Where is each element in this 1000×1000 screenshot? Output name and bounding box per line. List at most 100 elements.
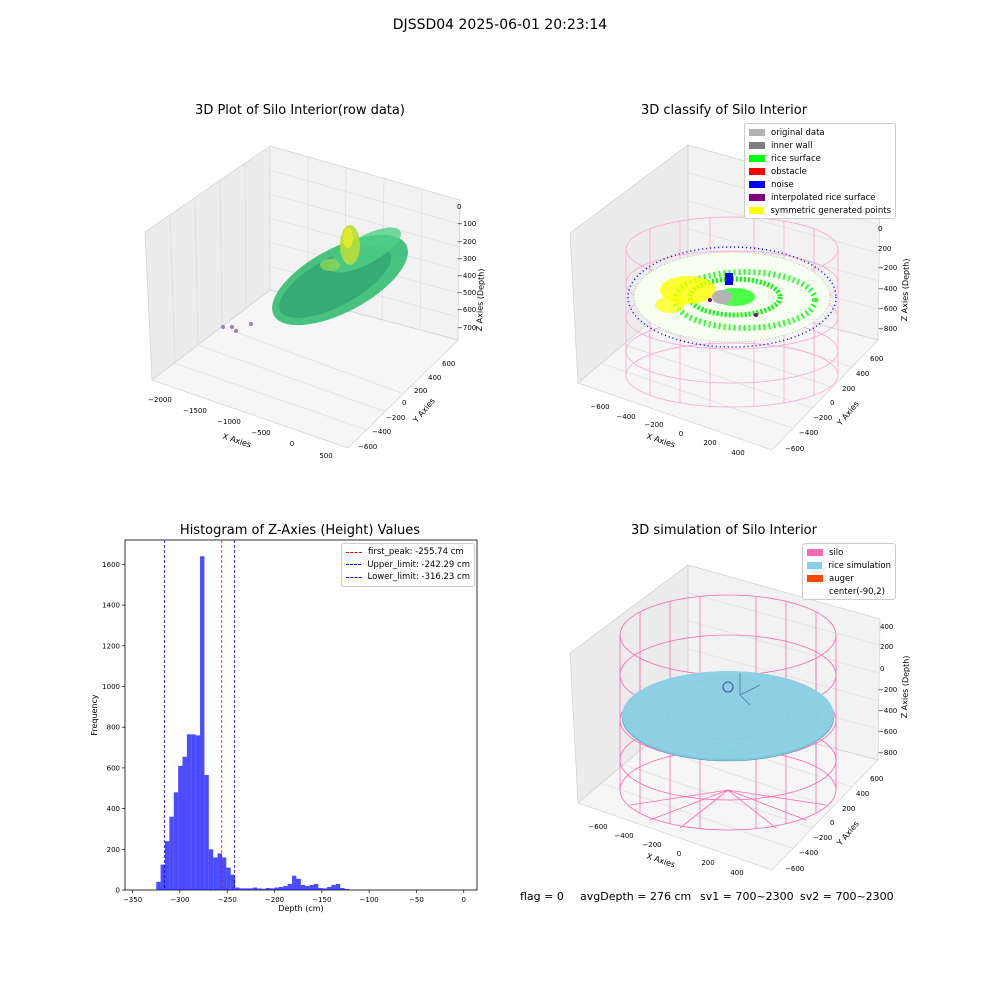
classify-legend-item: obstacle — [749, 165, 891, 178]
classify-x-tick: −400 — [616, 413, 635, 421]
histogram-y-tick-label: 1600 — [102, 561, 120, 569]
simulation-x-tick: 400 — [730, 869, 743, 877]
classify-legend: original data inner wall rice surface obsta… — [744, 123, 896, 219]
classify-legend-swatch — [749, 181, 765, 188]
classify-legend-item: inner wall — [749, 139, 891, 152]
raw-plot-title: 3D Plot of Silo Interior(row data) — [195, 103, 405, 118]
simulation-x-tick: −400 — [614, 832, 633, 840]
simulation-legend-item: center(-90,2) — [807, 585, 891, 598]
classify-z-ticks: 0 0 200 −200 −400 −600 −800 — [878, 207, 897, 333]
histogram-legend-label: Upper_limit: -242.29 cm — [367, 559, 470, 570]
histogram-y-tick-label: 1000 — [102, 683, 120, 691]
raw-outlier-points — [221, 322, 253, 333]
simulation-x-tick: 0 — [677, 850, 681, 858]
simulation-z-tick: −800 — [878, 749, 897, 757]
raw-x-tick: −1000 — [217, 418, 241, 426]
histogram-bar — [318, 887, 323, 890]
simulation-y-label: Y Axies — [835, 819, 861, 848]
histogram-bar — [164, 841, 170, 890]
raw-x-tick: −2000 — [148, 396, 172, 404]
simulation-legend-item: auger — [807, 572, 891, 585]
classify-point-cloud — [627, 246, 837, 348]
classify-y-tick: 200 — [842, 385, 855, 393]
histogram-y-tick-label: 600 — [107, 764, 120, 772]
histogram-bar — [278, 886, 284, 890]
raw-z-tick: −600 — [457, 306, 476, 314]
classify-z-label: Z Axies (Depth) — [900, 258, 911, 321]
classify-x-tick: −600 — [590, 403, 609, 411]
histogram-bar — [235, 887, 240, 890]
histogram-chart: −350 −300 −250 −200 −150 −100 −50 0 0 200 400 600 8… — [90, 539, 478, 913]
simulation-legend-label: auger — [829, 573, 854, 584]
simulation-z-tick: 200 — [880, 643, 893, 651]
histogram-x-tick-label: −350 — [123, 896, 142, 904]
histogram-bar — [178, 765, 183, 890]
histogram-bar — [208, 849, 214, 890]
simulation-y-tick: 600 — [870, 775, 883, 783]
histogram-bar — [283, 885, 288, 890]
raw-z-ticks: 0 −100 −200 −300 −400 −500 −600 −700 — [457, 203, 476, 332]
histogram-y-tick-label: 400 — [107, 805, 120, 813]
histogram-bar — [274, 887, 279, 890]
raw-z-label: Z Axies (Depth) — [475, 268, 486, 331]
histogram-legend-label: first_peak: -255.74 cm — [368, 547, 464, 558]
classify-legend-item: interpolated rice surface — [749, 191, 891, 204]
raw-x-tick: 500 — [319, 452, 332, 460]
histogram-bar — [335, 883, 341, 890]
classify-legend-label: obstacle — [771, 166, 807, 177]
simulation-rice-surface — [621, 671, 835, 762]
histogram-bar — [160, 864, 165, 890]
histogram-bar — [191, 734, 196, 890]
classify-x-tick: 0 — [679, 430, 683, 438]
simulation-z-label: Z Axies (Depth) — [900, 655, 911, 718]
raw-y-tick: 400 — [428, 374, 441, 382]
histogram-bar — [239, 888, 244, 890]
histogram-bar — [292, 875, 297, 890]
classify-y-tick: 600 — [870, 355, 883, 363]
simulation-plot-title: 3D simulation of Silo Interior — [631, 523, 817, 538]
simulation-legend-item: silo — [807, 546, 891, 559]
classify-legend-item: symmetric generated points — [749, 204, 891, 217]
histogram-legend-item: Upper_limit: -242.29 cm — [346, 559, 470, 572]
raw-x-tick: −500 — [251, 429, 270, 437]
raw-z-tick: −400 — [457, 272, 476, 280]
histogram-bar — [200, 556, 205, 890]
classify-z-tick: −800 — [878, 325, 897, 333]
simulation-y-tick: 400 — [856, 790, 869, 798]
histogram-bar — [169, 816, 174, 890]
raw-z-tick: −200 — [457, 238, 476, 246]
simulation-z-tick: −400 — [878, 707, 897, 715]
classify-plot-title: 3D classify of Silo Interior — [640, 103, 808, 118]
raw-y-ticks: 600 400 200 0 −200 −400 −600 — [358, 360, 455, 451]
histogram-x-tick-label: 0 — [462, 896, 466, 904]
histogram-x-tick-label: −200 — [265, 896, 284, 904]
classify-legend-label: symmetric generated points — [770, 205, 891, 216]
histogram-bar — [252, 887, 257, 890]
raw-z-tick: −100 — [457, 220, 476, 228]
simulation-x-tick: −600 — [588, 823, 607, 831]
classify-z-tick: 0 — [878, 225, 882, 233]
histogram-legend-swatch — [346, 576, 362, 578]
histogram-bar — [156, 881, 161, 890]
simulation-y-ticks: 600 400 200 0 −200 −400 −600 — [785, 775, 883, 873]
histogram-legend-item: Lower_limit: -316.23 cm — [346, 571, 470, 584]
simulation-legend-label: silo — [829, 547, 844, 558]
raw-x-label: X Axies — [221, 432, 252, 450]
classify-x-tick: 400 — [731, 449, 744, 457]
histogram-bar — [344, 888, 349, 890]
classify-legend-swatch — [749, 168, 765, 175]
classify-z-tick: −200 — [878, 264, 897, 272]
histogram-x-tick-label: −50 — [409, 896, 424, 904]
status-sv2: sv2 = 700~2300 — [800, 890, 894, 903]
classify-x-tick: 200 — [703, 439, 716, 447]
histogram-bar — [217, 853, 222, 890]
classify-legend-label: original data — [771, 127, 825, 138]
raw-3d-plot: 0 −100 −200 −300 −400 −500 −600 −700 Z A… — [144, 145, 486, 460]
raw-y-tick: 200 — [414, 387, 427, 395]
histogram-bar — [261, 888, 266, 890]
histogram-y-tick-label: 1200 — [102, 642, 120, 650]
simulation-legend-swatch — [807, 562, 823, 569]
raw-x-ticks: −2000 −1500 −1000 −500 0 500 — [148, 396, 333, 460]
status-sv1: sv1 = 700~2300 — [700, 890, 794, 903]
simulation-3d-plot: 400 200 0 −200 −400 −600 −800 Z Axies (D… — [569, 564, 911, 877]
